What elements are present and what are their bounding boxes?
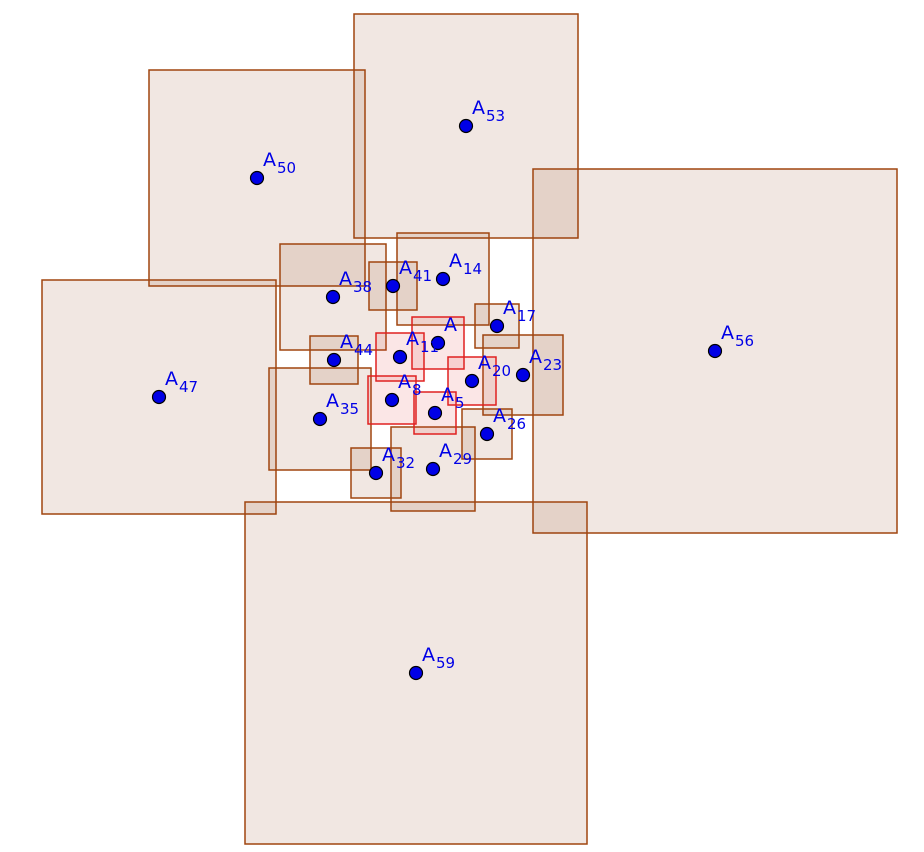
- point-label-A59: A59: [422, 644, 455, 672]
- point-label-A32: A32: [382, 444, 415, 472]
- point-label-letter: A: [263, 149, 276, 171]
- point-label-subscript: 59: [436, 654, 455, 672]
- point-label-letter: A: [472, 97, 485, 119]
- point-label-letter: A: [165, 368, 178, 390]
- point-A35[interactable]: [312, 411, 328, 427]
- point-label-letter: A: [449, 250, 462, 272]
- point-label-letter: A: [444, 314, 457, 336]
- point-label-subscript: 56: [735, 332, 754, 350]
- point-A41[interactable]: [385, 278, 401, 294]
- point-label-subscript: 35: [340, 400, 359, 418]
- point-label-A11: A11: [406, 328, 439, 356]
- square-7: [268, 367, 372, 471]
- point-label-letter: A: [439, 440, 452, 462]
- point-label-subscript: 38: [353, 278, 372, 296]
- point-A17[interactable]: [489, 318, 505, 334]
- point-label-subscript: 41: [413, 267, 432, 285]
- point-A32[interactable]: [368, 465, 384, 481]
- points-layer: [151, 118, 723, 681]
- square-13: [461, 408, 513, 460]
- point-label-A38: A38: [339, 268, 372, 296]
- point-label-letter: A: [422, 644, 435, 666]
- square-14: [474, 303, 520, 349]
- point-A8[interactable]: [384, 392, 400, 408]
- squares-layer: [41, 13, 898, 845]
- point-label-letter: A: [326, 390, 339, 412]
- point-A14[interactable]: [435, 271, 451, 287]
- point-A44[interactable]: [326, 352, 342, 368]
- point-label-subscript: 20: [492, 362, 511, 380]
- point-label-A20: A20: [478, 352, 511, 380]
- point-A53[interactable]: [458, 118, 474, 134]
- point-label-A44: A44: [340, 331, 373, 359]
- point-label-A17: A17: [503, 297, 536, 325]
- point-A29[interactable]: [425, 461, 441, 477]
- point-label-letter: A: [721, 322, 734, 344]
- point-label-subscript: 11: [420, 338, 439, 356]
- point-label-letter: A: [399, 257, 412, 279]
- point-label-A53: A53: [472, 97, 505, 125]
- point-label-letter: A: [493, 405, 506, 427]
- point-label-subscript: 50: [277, 159, 296, 177]
- labels-layer: A5A8A11AA20A14A17A23A26A29A32A35A38A41A4…: [165, 97, 754, 672]
- point-label-subscript: 47: [179, 378, 198, 396]
- point-label-subscript: 8: [412, 381, 422, 399]
- point-label-subscript: 17: [517, 307, 536, 325]
- point-label-subscript: 23: [543, 356, 562, 374]
- point-label-subscript: 26: [507, 415, 526, 433]
- point-A11[interactable]: [392, 349, 408, 365]
- point-A38[interactable]: [325, 289, 341, 305]
- point-A[interactable]: [430, 335, 446, 351]
- point-label-letter: A: [340, 331, 353, 353]
- point-label-letter: A: [382, 444, 395, 466]
- point-label-subscript: 5: [455, 394, 465, 412]
- point-label-A26: A26: [493, 405, 526, 433]
- point-label-letter: A: [478, 352, 491, 374]
- point-A59[interactable]: [408, 665, 424, 681]
- point-label-subscript: 29: [453, 450, 472, 468]
- point-A56[interactable]: [707, 343, 723, 359]
- point-label-A56: A56: [721, 322, 754, 350]
- point-label-letter: A: [406, 328, 419, 350]
- point-label-A14: A14: [449, 250, 482, 278]
- point-label-A50: A50: [263, 149, 296, 177]
- point-label-letter: A: [503, 297, 516, 319]
- point-label-subscript: 44: [354, 341, 373, 359]
- point-label-A5: A5: [441, 384, 465, 412]
- point-label-subscript: 14: [463, 260, 482, 278]
- point-label-subscript: 53: [486, 107, 505, 125]
- point-label-A8: A8: [398, 371, 422, 399]
- point-label-A47: A47: [165, 368, 198, 396]
- point-A47[interactable]: [151, 389, 167, 405]
- point-A50[interactable]: [249, 170, 265, 186]
- point-label-letter: A: [529, 346, 542, 368]
- point-label-A: A: [444, 314, 457, 336]
- point-label-subscript: 32: [396, 454, 415, 472]
- point-A5[interactable]: [427, 405, 443, 421]
- point-label-letter: A: [339, 268, 352, 290]
- point-label-A35: A35: [326, 390, 359, 418]
- point-label-letter: A: [441, 384, 454, 406]
- point-A20[interactable]: [464, 373, 480, 389]
- point-A26[interactable]: [479, 426, 495, 442]
- point-A23[interactable]: [515, 367, 531, 383]
- point-label-A23: A23: [529, 346, 562, 374]
- point-label-A29: A29: [439, 440, 472, 468]
- point-label-letter: A: [398, 371, 411, 393]
- point-label-A41: A41: [399, 257, 432, 285]
